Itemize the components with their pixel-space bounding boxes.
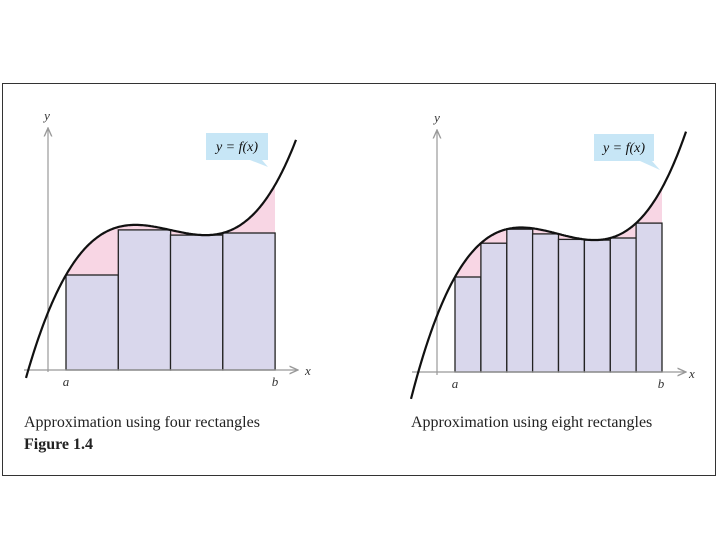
left-rectangle [169, 234, 224, 371]
left-panel: y x a b y = f(x) [24, 108, 311, 389]
right-function-label: y = f(x) [594, 134, 660, 170]
right-rectangle [583, 239, 611, 373]
right-rectangle [454, 276, 482, 373]
right-tick-a: a [452, 376, 459, 391]
left-tick-a: a [63, 374, 70, 389]
right-rectangle [480, 242, 508, 373]
left-tick-b: b [272, 374, 279, 389]
left-rectangle [117, 229, 172, 371]
left-rectangle [222, 232, 276, 371]
right-x-axis-label: x [688, 366, 695, 381]
right-rectangle [506, 228, 534, 373]
right-rectangles [454, 222, 663, 373]
right-panel: y x a b y = f(x) [409, 110, 695, 400]
svg-text:y = f(x): y = f(x) [601, 141, 645, 156]
left-function-label: y = f(x) [206, 133, 268, 167]
left-function-curve [24, 139, 298, 379]
left-rectangle [65, 274, 119, 371]
figure-label: Figure 1.4 [24, 436, 94, 453]
left-caption: Approximation using four rectangles [24, 414, 260, 431]
left-y-axis-label: y [42, 108, 50, 123]
figure-frame [2, 83, 716, 476]
left-x-axis-label: x [304, 363, 311, 378]
right-function-curve [409, 131, 688, 400]
right-y-axis-label: y [432, 110, 440, 125]
right-rectangle [609, 237, 637, 373]
right-rectangle [635, 222, 663, 373]
right-caption: Approximation using eight rectangles [411, 414, 653, 431]
right-rectangle [531, 233, 560, 373]
right-rectangle [557, 238, 586, 373]
svg-text:y = f(x): y = f(x) [214, 140, 258, 155]
right-tick-b: b [658, 376, 665, 391]
